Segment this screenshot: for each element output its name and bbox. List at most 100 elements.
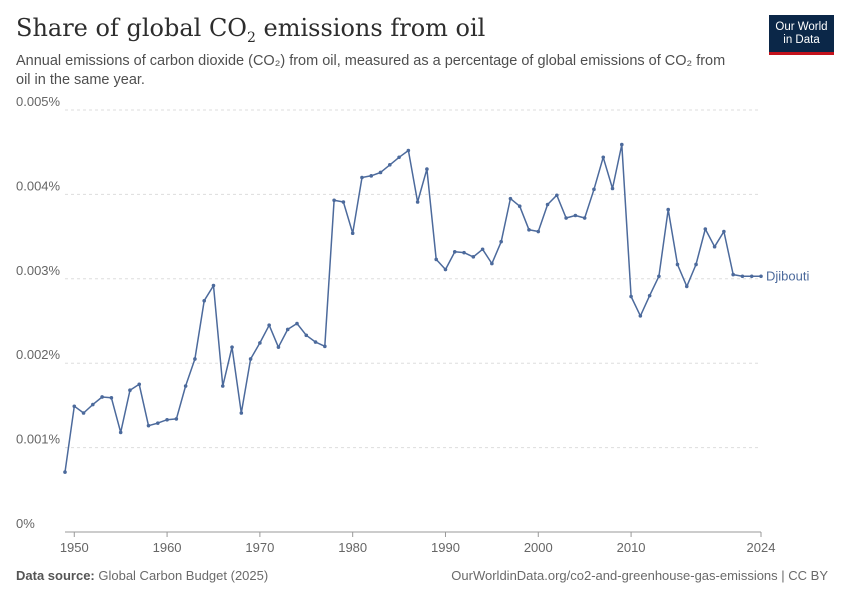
data-point (248, 357, 253, 361)
data-point (72, 404, 77, 409)
data-point (638, 314, 643, 318)
data-point (165, 417, 169, 422)
data-point (452, 249, 457, 254)
data-source-value[interactable]: Global Carbon Budget (2025) (94, 568, 269, 583)
x-tick-label: 1960 (153, 540, 182, 555)
data-point (471, 255, 476, 259)
data-point (202, 298, 206, 303)
data-point (146, 423, 151, 428)
y-tick-label: 0.002% (16, 347, 61, 362)
data-point (341, 200, 346, 204)
data-point (174, 417, 179, 421)
x-tick-label: 2010 (617, 540, 646, 555)
y-tick-label: 0.003% (16, 263, 61, 278)
data-point (332, 198, 336, 203)
x-tick-label: 1950 (60, 540, 89, 555)
data-point (620, 142, 624, 147)
data-point (573, 213, 578, 218)
data-point (564, 216, 568, 220)
data-point (462, 250, 466, 255)
data-point (425, 167, 429, 171)
data-point (759, 274, 763, 279)
data-point (499, 239, 503, 244)
data-point (304, 333, 309, 338)
data-point (749, 274, 754, 279)
data-point (555, 193, 559, 198)
series-label: Djibouti (766, 268, 809, 283)
logo-line-1: Our World (775, 20, 828, 33)
data-point (610, 186, 615, 191)
chart-subtitle: Annual emissions of carbon dioxide (CO₂)… (16, 53, 726, 88)
data-point (536, 229, 541, 234)
x-tick-label: 1990 (431, 540, 460, 555)
data-point (675, 262, 680, 267)
data-point (118, 430, 123, 435)
data-point (323, 344, 327, 349)
data-point (295, 321, 299, 326)
x-tick-label: 1980 (338, 540, 367, 555)
data-point (629, 294, 633, 299)
data-point (545, 202, 550, 207)
data-point (508, 196, 513, 201)
data-source-label: Data source: (16, 568, 95, 583)
y-tick-label: 0.004% (16, 178, 61, 193)
data-point (406, 148, 411, 153)
x-tick-label: 2024 (747, 540, 776, 555)
data-point (81, 411, 86, 415)
data-point (443, 267, 448, 272)
data-point (694, 262, 698, 267)
x-tick-label: 2000 (524, 540, 553, 555)
data-point (230, 345, 234, 349)
data-point (480, 247, 485, 252)
chart-title: Share of global CO2 emissions from oil (16, 14, 486, 46)
data-point (722, 229, 726, 234)
data-point (109, 396, 114, 400)
data-point (313, 340, 318, 344)
data-point (91, 402, 95, 407)
data-point (128, 388, 132, 393)
data-point (193, 357, 197, 361)
data-point (527, 228, 531, 232)
data-point (183, 384, 188, 388)
data-point (731, 272, 735, 277)
data-point (712, 244, 717, 249)
data-point (239, 411, 244, 415)
data-point (360, 175, 364, 180)
y-tick-label: 0.005% (16, 94, 61, 109)
data-point (517, 204, 522, 209)
data-point (378, 170, 383, 175)
data-point (703, 227, 708, 231)
y-tick-label: 0% (16, 516, 35, 531)
data-point (258, 341, 262, 345)
source-url[interactable]: OurWorldinData.org/co2-and-greenhouse-ga… (451, 568, 828, 583)
data-point (100, 395, 104, 399)
data-point (601, 155, 606, 160)
data-point (220, 384, 225, 388)
data-point (490, 261, 494, 266)
data-point (369, 174, 374, 178)
data-point (276, 345, 281, 349)
data-point (740, 274, 745, 279)
owid-logo[interactable]: Our World in Data (769, 15, 834, 55)
data-point (388, 163, 392, 167)
data-point (211, 283, 216, 288)
data-point (267, 323, 271, 328)
data-point (684, 284, 689, 289)
data-point (397, 155, 401, 160)
data-point (434, 257, 439, 262)
data-point (285, 327, 290, 332)
data-point (156, 421, 160, 425)
y-tick-label: 0.001% (16, 432, 61, 447)
data-point (666, 207, 670, 212)
data-point (647, 293, 652, 298)
data-point (137, 382, 142, 387)
line-chart: 0% 0.001% 0.002% 0.003% 0.004% 0.005% 1950 1960… (16, 94, 809, 555)
data-point (592, 187, 596, 192)
data-point (582, 216, 587, 220)
data-point (63, 470, 67, 474)
logo-line-2: in Data (783, 33, 820, 46)
data-point (657, 274, 661, 279)
data-source: Data source: Global Carbon Budget (2025) (16, 568, 268, 583)
data-point (350, 231, 355, 236)
data-point (415, 200, 420, 204)
